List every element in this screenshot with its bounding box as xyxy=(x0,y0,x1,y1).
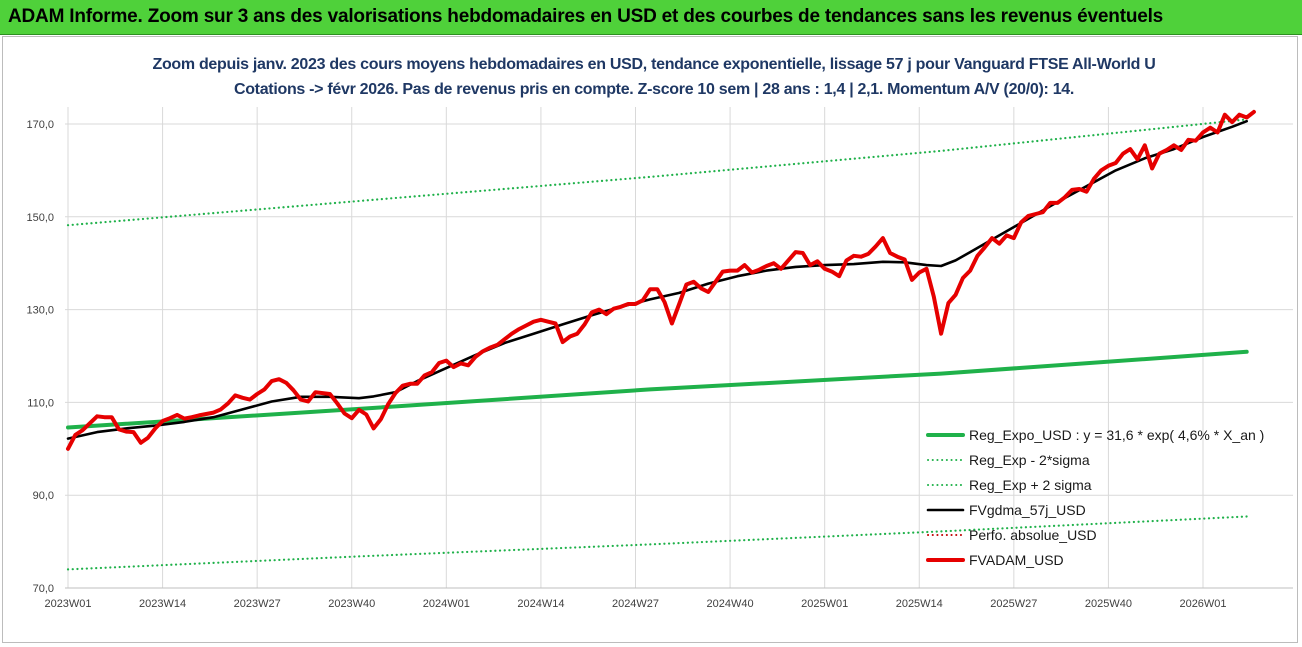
y-tick-label: 130,0 xyxy=(26,305,54,317)
legend-label-reg: Reg_Expo_USD : y = 31,6 * exp( 4,6% * X_… xyxy=(969,427,1264,443)
x-tick-label: 2023W40 xyxy=(328,598,375,610)
report-title: ADAM Informe. Zoom sur 3 ans des valoris… xyxy=(8,6,1164,27)
y-tick-label: 90,0 xyxy=(33,490,54,502)
legend-label-reg_low: Reg_Exp - 2*sigma xyxy=(969,452,1090,468)
chart-title: Zoom depuis janv. 2023 des cours moyens … xyxy=(3,52,1302,102)
legend-label-perf: Perfo. absolue_USD xyxy=(969,527,1097,543)
series-line-price xyxy=(66,109,1256,451)
y-tick-label: 110,0 xyxy=(27,397,54,409)
x-tick-label: 2025W14 xyxy=(896,598,943,610)
x-tick-label: 2024W40 xyxy=(707,598,754,610)
x-tick-label: 2024W27 xyxy=(612,598,659,610)
y-tick-label: 70,0 xyxy=(33,583,54,595)
legend-label-ma: FVgdma_57j_USD xyxy=(969,502,1086,518)
series-line-reg xyxy=(66,349,1249,430)
x-tick-label: 2025W27 xyxy=(990,598,1037,610)
legend-label-reg_high: Reg_Exp + 2 sigma xyxy=(969,477,1092,493)
x-tick-label: 2023W27 xyxy=(234,598,281,610)
y-tick-label: 150,0 xyxy=(26,212,54,224)
x-tick-label: 2025W01 xyxy=(801,598,848,610)
line-chart: 70,0 90,0 110,0 130,0 150,0 170,0 2023W01 2023W… xyxy=(26,107,1293,610)
chart-title-line-2: Cotations -> févr 2026. Pas de revenus p… xyxy=(233,81,1075,98)
report-banner: ADAM Informe. Zoom sur 3 ans des valoris… xyxy=(0,0,1302,35)
x-tick-label: 2026W01 xyxy=(1179,598,1226,610)
x-tick-label: 2023W01 xyxy=(44,598,91,610)
series-line-reg_low xyxy=(66,515,1248,571)
chart-area: Zoom depuis janv. 2023 des cours moyens … xyxy=(2,36,1298,643)
legend-label-price: FVADAM_USD xyxy=(969,552,1064,568)
chart-title-line-1: Zoom depuis janv. 2023 des cours moyens … xyxy=(152,56,1156,73)
x-tick-label: 2024W01 xyxy=(423,598,470,610)
series-line-reg_high xyxy=(66,118,1248,227)
x-tick-label: 2023W14 xyxy=(139,598,186,610)
x-tick-label: 2025W40 xyxy=(1085,598,1132,610)
y-tick-label: 170,0 xyxy=(26,119,54,131)
x-tick-label: 2024W14 xyxy=(517,598,564,610)
